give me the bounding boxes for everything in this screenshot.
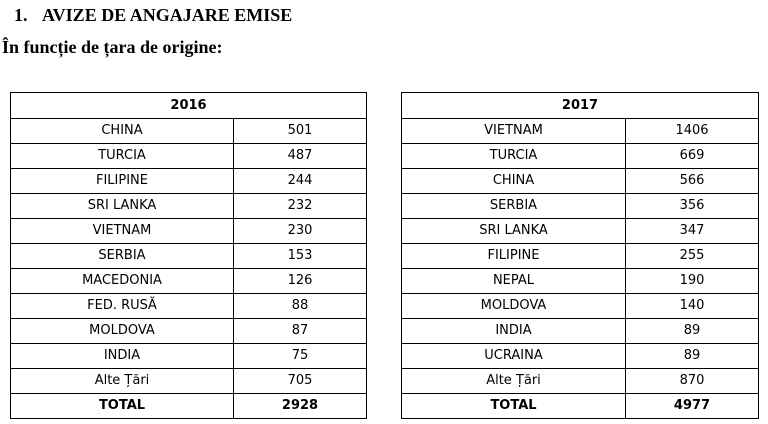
total-label: TOTAL: [10, 393, 234, 419]
value-cell: 89: [625, 343, 759, 369]
value-cell: 501: [233, 118, 367, 144]
table-2016: 2016 CHINA 501 TURCIA 487 FILIPINE 244 SRI …: [10, 92, 367, 419]
total-value: 4977: [625, 393, 759, 419]
table-row: NEPAL 190: [401, 268, 759, 294]
value-cell: 669: [625, 143, 759, 169]
section-heading: 1. AVIZE DE ANGAJARE EMISE: [14, 3, 292, 27]
country-cell: SRI LANKA: [401, 218, 626, 244]
country-cell: SERBIA: [10, 243, 234, 269]
value-cell: 705: [233, 368, 367, 394]
table-row: FED. RUSĂ 88: [10, 293, 367, 319]
country-cell: NEPAL: [401, 268, 626, 294]
table-row: INDIA 89: [401, 318, 759, 344]
total-label: TOTAL: [401, 393, 626, 419]
table-header-row: 2017: [401, 92, 759, 119]
table-row: INDIA 75: [10, 343, 367, 369]
total-row: TOTAL 2928: [10, 393, 367, 419]
table-row: TURCIA 669: [401, 143, 759, 169]
country-cell: VIETNAM: [10, 218, 234, 244]
table-row: UCRAINA 89: [401, 343, 759, 369]
country-cell: INDIA: [10, 343, 234, 369]
country-cell: SERBIA: [401, 193, 626, 219]
value-cell: 356: [625, 193, 759, 219]
table-row: CHINA 566: [401, 168, 759, 194]
value-cell: 87: [233, 318, 367, 344]
table-row: FILIPINE 244: [10, 168, 367, 194]
total-value: 2928: [233, 393, 367, 419]
section-number: 1.: [14, 5, 28, 25]
value-cell: 870: [625, 368, 759, 394]
country-cell: FILIPINE: [401, 243, 626, 269]
table-row: VIETNAM 230: [10, 218, 367, 244]
value-cell: 140: [625, 293, 759, 319]
country-cell: MACEDONIA: [10, 268, 234, 294]
value-cell: 255: [625, 243, 759, 269]
value-cell: 75: [233, 343, 367, 369]
value-cell: 153: [233, 243, 367, 269]
country-cell: MOLDOVA: [401, 293, 626, 319]
country-cell: SRI LANKA: [10, 193, 234, 219]
value-cell: 347: [625, 218, 759, 244]
country-cell: Alte Țări: [401, 368, 626, 394]
table-row: VIETNAM 1406: [401, 118, 759, 144]
value-cell: 88: [233, 293, 367, 319]
table-row: Alte Țări 705: [10, 368, 367, 394]
table-row: MOLDOVA 87: [10, 318, 367, 344]
value-cell: 244: [233, 168, 367, 194]
country-cell: VIETNAM: [401, 118, 626, 144]
table-row: TURCIA 487: [10, 143, 367, 169]
table-header-row: 2016: [10, 92, 367, 119]
country-cell: CHINA: [10, 118, 234, 144]
table-row: CHINA 501: [10, 118, 367, 144]
subsection-heading: În funcție de țara de origine:: [2, 37, 223, 57]
value-cell: 1406: [625, 118, 759, 144]
total-row: TOTAL 4977: [401, 393, 759, 419]
section-title: AVIZE DE ANGAJARE EMISE: [42, 5, 293, 25]
table-row: SERBIA 153: [10, 243, 367, 269]
value-cell: 487: [233, 143, 367, 169]
table-year-header: 2017: [401, 92, 759, 119]
country-cell: TURCIA: [401, 143, 626, 169]
table-row: SRI LANKA 232: [10, 193, 367, 219]
value-cell: 566: [625, 168, 759, 194]
country-cell: Alte Țări: [10, 368, 234, 394]
table-year-header: 2016: [10, 92, 367, 119]
country-cell: UCRAINA: [401, 343, 626, 369]
value-cell: 232: [233, 193, 367, 219]
value-cell: 230: [233, 218, 367, 244]
table-row: MOLDOVA 140: [401, 293, 759, 319]
value-cell: 190: [625, 268, 759, 294]
table-row: Alte Țări 870: [401, 368, 759, 394]
table-row: FILIPINE 255: [401, 243, 759, 269]
country-cell: TURCIA: [10, 143, 234, 169]
country-cell: MOLDOVA: [10, 318, 234, 344]
table-2017: 2017 VIETNAM 1406 TURCIA 669 CHINA 566 SERB…: [401, 92, 759, 419]
value-cell: 89: [625, 318, 759, 344]
country-cell: CHINA: [401, 168, 626, 194]
value-cell: 126: [233, 268, 367, 294]
country-cell: FED. RUSĂ: [10, 293, 234, 319]
table-row: MACEDONIA 126: [10, 268, 367, 294]
country-cell: FILIPINE: [10, 168, 234, 194]
country-cell: INDIA: [401, 318, 626, 344]
table-row: SRI LANKA 347: [401, 218, 759, 244]
table-row: SERBIA 356: [401, 193, 759, 219]
